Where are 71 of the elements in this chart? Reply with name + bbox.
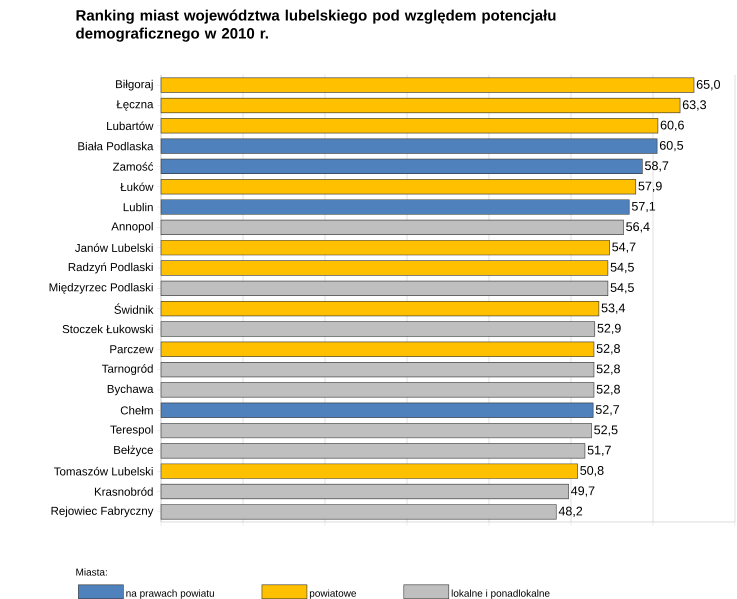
y-tick-label: Łęczna xyxy=(116,100,154,111)
bar xyxy=(160,78,694,93)
bar xyxy=(160,484,569,500)
bar xyxy=(160,118,658,134)
data-label: 52,8 xyxy=(596,344,620,354)
data-label: 54,7 xyxy=(612,242,636,253)
legend-label: powiatowe xyxy=(310,589,356,599)
bar xyxy=(160,138,658,154)
data-label: 52,9 xyxy=(597,324,621,334)
y-tick-label: Krasnobród xyxy=(94,487,153,496)
data-label: 49,7 xyxy=(571,486,594,497)
y-tick-label: Biała Podlaska xyxy=(78,142,154,150)
data-label: 56,4 xyxy=(626,222,650,233)
data-label: 52,5 xyxy=(594,425,618,436)
data-label: 52,7 xyxy=(596,405,620,416)
data-label: 54,5 xyxy=(610,283,634,294)
y-tick-label: Tomaszów Lubelski xyxy=(54,466,153,476)
y-tick-label: Rejowiec Fabryczny xyxy=(52,506,154,518)
bar xyxy=(160,464,578,479)
y-tick-label: Annopol xyxy=(111,222,153,233)
y-tick-label: Lublin xyxy=(124,202,153,212)
chart-title: Ranking miast województwa lubelskiego pod względem potencjału demograficznego w 2010 r. xyxy=(76,10,556,42)
data-label: 63,3 xyxy=(682,100,706,111)
data-label: 52,8 xyxy=(596,384,620,396)
data-label: 60,6 xyxy=(660,120,684,131)
data-label: 50,8 xyxy=(580,466,604,476)
data-label: 52,8 xyxy=(596,364,620,375)
bar xyxy=(160,179,636,194)
y-tick-label: Międzyrzec Podlaski xyxy=(50,282,153,294)
data-label: 57,9 xyxy=(638,182,662,192)
bar xyxy=(160,342,594,357)
data-label: 54,5 xyxy=(610,262,634,274)
legend-label: na prawach powiatu xyxy=(126,589,214,599)
bar xyxy=(160,280,608,296)
bar xyxy=(160,402,594,418)
data-label: 60,5 xyxy=(660,140,684,152)
y-tick-label: Radzyń Podlaski xyxy=(68,262,153,274)
bar xyxy=(160,260,608,276)
bar xyxy=(160,240,610,256)
data-label: 58,7 xyxy=(645,161,668,172)
y-tick-label: Zamość xyxy=(112,162,154,171)
y-tick-label: Bełżyce xyxy=(114,446,153,456)
bar xyxy=(160,98,680,114)
y-tick-label: Lubartów xyxy=(107,121,154,130)
bar xyxy=(160,382,594,398)
data-label: 57,1 xyxy=(632,202,656,212)
y-tick-label: Chełm xyxy=(120,406,153,414)
bar xyxy=(160,158,643,174)
data-label: 48,2 xyxy=(558,506,582,517)
bar xyxy=(160,220,624,235)
bar xyxy=(160,199,630,215)
legend-label: lokalne i ponadlokalne xyxy=(452,589,550,599)
bar xyxy=(160,301,600,316)
data-label: 53,4 xyxy=(602,303,626,314)
y-tick-label: Terespol xyxy=(110,425,153,436)
y-tick-label: Łuków xyxy=(120,182,154,192)
data-label: 51,7 xyxy=(588,446,611,456)
bar xyxy=(160,362,594,378)
y-tick-label: Biłgoraj xyxy=(116,80,153,91)
bar xyxy=(160,504,557,520)
y-tick-label: Bychawa xyxy=(108,384,154,396)
y-tick-label: Świdnik xyxy=(114,303,154,314)
bar xyxy=(160,422,592,438)
bar xyxy=(160,443,586,458)
bar xyxy=(160,321,596,337)
y-tick-label: Stoczek Łukowski xyxy=(62,324,153,334)
legend-title: Miasta: xyxy=(76,568,107,576)
data-label: 65,0 xyxy=(696,80,720,90)
y-tick-label: Janów Lubelski xyxy=(75,243,153,252)
y-tick-label: Tarnogród xyxy=(102,364,153,376)
y-tick-label: Parczew xyxy=(110,345,154,354)
